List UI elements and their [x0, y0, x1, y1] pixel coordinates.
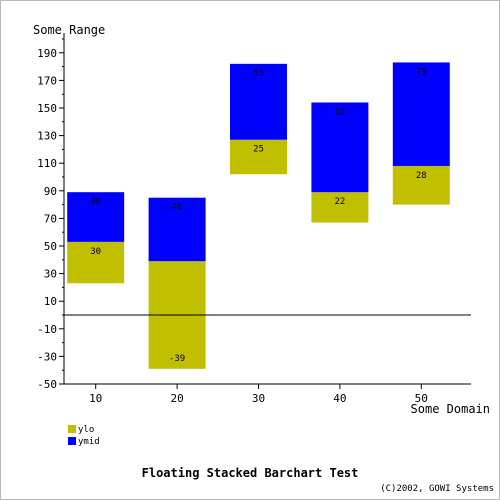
- bar-label-ylo-50: 28: [416, 171, 427, 181]
- y-tick-label: -30: [37, 350, 57, 363]
- y-tick-label: -10: [37, 323, 57, 336]
- axes-layer: [63, 33, 471, 385]
- x-tick-label: 40: [333, 392, 346, 405]
- y-tick-label: -50: [37, 378, 57, 391]
- x-tick-label: 20: [170, 392, 183, 405]
- bar-label-ylo-10: 30: [90, 247, 101, 257]
- x-tick-label: 30: [252, 392, 265, 405]
- y-tick-label: 30: [44, 268, 57, 281]
- legend-swatch-ylo: [68, 425, 76, 433]
- chart-title: Floating Stacked Barchart Test: [142, 466, 359, 480]
- bar-label-ylo-30: 25: [253, 145, 264, 155]
- bar-ymid-20: [148, 197, 206, 262]
- bar-label-ylo-20: -39: [169, 354, 185, 364]
- bar-ymid-50: [392, 62, 450, 166]
- legend-label-ymid: ymid: [78, 437, 100, 447]
- bar-ylo-10: [67, 241, 125, 284]
- x-tick-label: 50: [415, 392, 428, 405]
- bar-label-ymid-20: 46: [172, 203, 183, 213]
- y-tick-label: 70: [44, 212, 57, 225]
- bar-ylo-50: [392, 165, 450, 205]
- y-tick-label: 110: [37, 157, 57, 170]
- legend: ylo ymid: [68, 425, 100, 447]
- bar-label-ymid-10: 36: [90, 197, 101, 207]
- bar-value-labels: 30 36 -39 46 25 55 22 65 28 75: [90, 67, 426, 363]
- bar-label-ylo-40: 22: [334, 197, 345, 207]
- x-ticks: 10 20 30 40 50: [89, 384, 428, 405]
- y-tick-label: 170: [37, 74, 57, 87]
- bar-ymid-10: [67, 192, 125, 242]
- y-tick-label: 130: [37, 130, 57, 143]
- bar-label-ymid-50: 75: [416, 67, 427, 77]
- bar-ylo-30: [230, 139, 287, 175]
- y-tick-label: 190: [37, 47, 57, 60]
- bar-ylo-40: [311, 192, 369, 223]
- y-tick-label: 10: [44, 295, 57, 308]
- bar-label-ymid-30: 55: [253, 69, 264, 79]
- x-tick-label: 10: [89, 392, 102, 405]
- y-tick-label: 150: [37, 102, 57, 115]
- y-axis-title: Some Range: [33, 23, 105, 37]
- bar-ymid-30: [230, 63, 287, 140]
- x-axis-title: Some Domain: [411, 402, 490, 416]
- y-tick-label: 50: [44, 240, 57, 253]
- legend-swatch-ymid: [68, 437, 76, 445]
- bar-ymid-40: [311, 102, 369, 193]
- legend-label-ylo: ylo: [78, 425, 94, 435]
- copyright-footer: (C)2002, GOWI Systems: [380, 484, 494, 494]
- bar-label-ymid-40: 65: [334, 107, 345, 117]
- y-tick-label: 90: [44, 185, 57, 198]
- y-ticks: -50 -30 -10 10 30 50 70 90 110 130 150 170 190: [37, 38, 64, 391]
- bars-layer: [67, 62, 450, 369]
